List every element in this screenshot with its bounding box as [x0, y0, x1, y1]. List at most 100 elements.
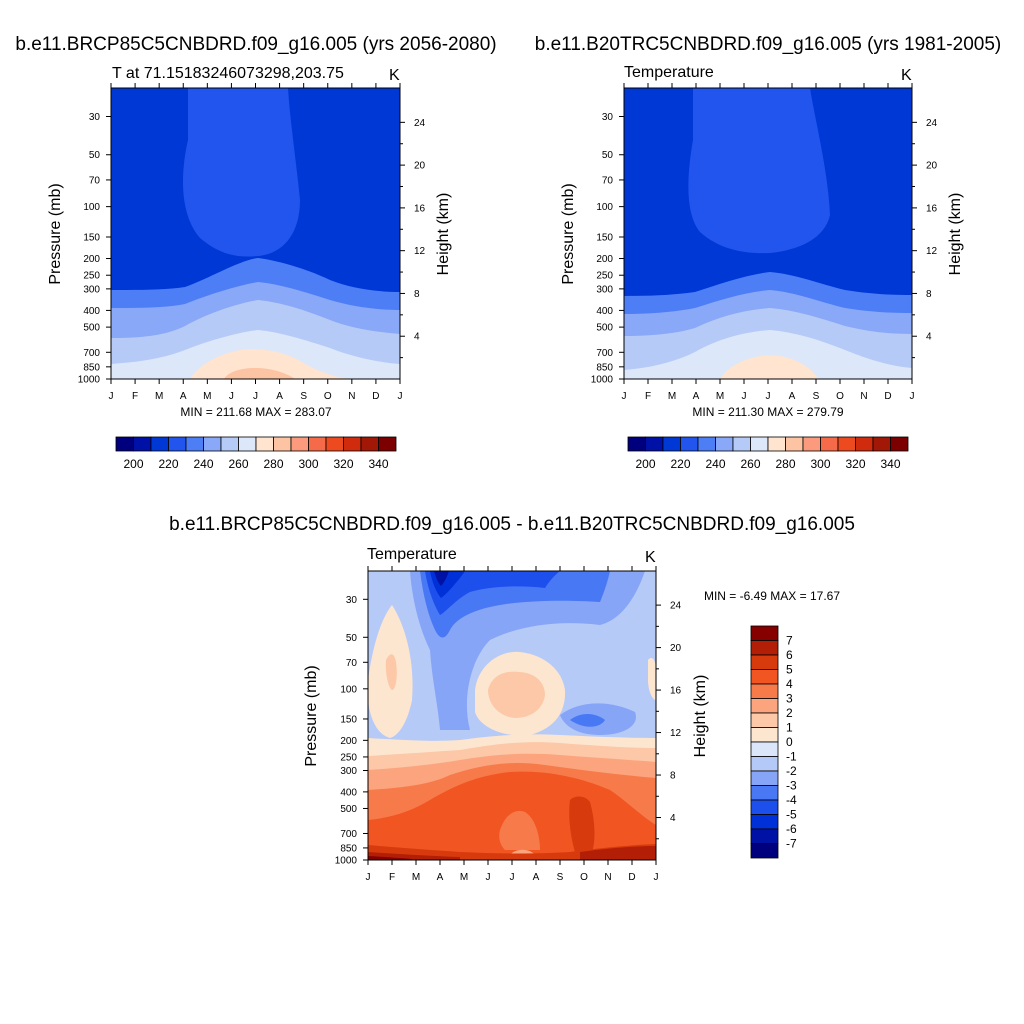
y-tick-label: 300 — [83, 284, 100, 295]
panel-b-title: b.e11.B20TRC5CNBDRD.f09_g16.005 (yrs 198… — [535, 34, 1001, 55]
y-tick-label: 70 — [346, 658, 358, 669]
y-tick-label: 50 — [346, 633, 358, 644]
colorbar-label: -5 — [786, 808, 797, 822]
panel-a-ylabel-right: Height (km) — [435, 193, 452, 276]
y-tick-label: 400 — [340, 787, 357, 798]
colorbar-label: 200 — [635, 457, 655, 471]
y-tick-label: 30 — [89, 112, 101, 123]
panel-a-colorbar: 200 220 240 260 280 300 320 340 — [115, 436, 397, 471]
colorbar-label: -7 — [786, 837, 797, 851]
colorbar-label: 280 — [775, 457, 795, 471]
x-tick-label: O — [580, 872, 588, 883]
colorbar-label: 340 — [880, 457, 900, 471]
height-tick-label: 8 — [670, 771, 676, 782]
colorbar-swatch — [627, 436, 646, 452]
y-tick-label: 50 — [602, 150, 614, 161]
y-tick-label: 70 — [602, 175, 614, 186]
y-tick-label: 850 — [596, 362, 613, 373]
x-tick-label: A — [789, 391, 796, 402]
x-tick-label: A — [180, 391, 187, 402]
y-tick-label: 300 — [596, 284, 613, 295]
panel-c-units: K — [645, 549, 656, 566]
panel-c-ylabel-right: Height (km) — [692, 675, 709, 758]
colorbar-swatch — [115, 436, 134, 452]
y-tick-label: 850 — [83, 362, 100, 373]
colorbar-label: 260 — [228, 457, 248, 471]
band-270-280 — [624, 330, 912, 379]
x-tick-label: J — [109, 391, 114, 402]
band-230-240 — [183, 88, 300, 257]
y-tick-label: 1000 — [591, 375, 614, 386]
colorbar-label: 340 — [368, 457, 388, 471]
colorbar-label: 2 — [786, 706, 793, 720]
x-tick-label: J — [742, 391, 747, 402]
band-1-2-left — [385, 654, 397, 690]
panel-a-ylabel: Pressure (mb) — [47, 183, 64, 284]
colorbar-label: 200 — [123, 457, 143, 471]
y-tick-label: 250 — [340, 752, 357, 763]
panel-b-subtitle: Temperature — [624, 64, 714, 81]
x-tick-label: S — [557, 872, 564, 883]
panel-c-subtitle: Temperature — [367, 546, 457, 563]
colorbar-swatch — [273, 436, 292, 452]
colorbar-label: 260 — [740, 457, 760, 471]
band-3-4-pocket — [499, 810, 540, 850]
height-tick-label: 12 — [414, 246, 426, 257]
colorbar-swatch — [645, 436, 664, 452]
panel-b-colorbar: 200 220 240 260 280 300 320 340 — [627, 436, 909, 471]
y-tick-label: 700 — [340, 829, 357, 840]
colorbar-label: 7 — [786, 634, 793, 648]
y-tick-label: 400 — [83, 306, 100, 317]
height-tick-label: 4 — [926, 332, 932, 343]
band-5-6 — [569, 796, 595, 852]
x-tick-label: J — [366, 872, 371, 883]
x-tick-label: N — [348, 391, 355, 402]
band-280-290 — [720, 355, 818, 379]
band-0-1-right — [648, 658, 656, 700]
colorbar-label: 6 — [786, 648, 793, 662]
colorbar-swatch — [890, 436, 909, 452]
colorbar-label: 1 — [786, 721, 793, 735]
x-tick-label: D — [372, 391, 379, 402]
band-1-2-center — [488, 671, 545, 718]
y-tick-label: 700 — [83, 348, 100, 359]
colorbar-label: 320 — [845, 457, 865, 471]
x-tick-label: J — [622, 391, 627, 402]
colorbar-swatch — [750, 683, 779, 699]
colorbar-label: 280 — [263, 457, 283, 471]
x-tick-label: J — [398, 391, 403, 402]
y-tick-label: 850 — [340, 843, 357, 854]
colorbar-swatch — [837, 436, 856, 452]
colorbar-label: 300 — [810, 457, 830, 471]
panel-c-minmax: MIN = -6.49 MAX = 17.67 — [704, 589, 840, 603]
panel-a-title: b.e11.BRCP85C5CNBDRD.f09_g16.005 (yrs 20… — [15, 34, 496, 55]
y-tick-label: 1000 — [78, 375, 101, 386]
colorbar-swatch — [697, 436, 716, 452]
height-tick-label: 4 — [414, 332, 420, 343]
colorbar-label: -6 — [786, 822, 797, 836]
colorbar-swatch — [767, 436, 786, 452]
band-6-7-right — [580, 846, 656, 860]
x-tick-label: J — [229, 391, 234, 402]
height-tick-label: 16 — [414, 203, 426, 214]
x-tick-label: M — [668, 391, 676, 402]
colorbar-swatch — [750, 756, 779, 772]
y-tick-label: 500 — [596, 323, 613, 334]
band-above-7 — [368, 856, 412, 860]
colorbar-label: -3 — [786, 779, 797, 793]
panel-b-axes: J F M A M J J A S O N D J 30 50 70 100 150 200 250 300 400 500… — [591, 83, 938, 402]
colorbar-swatch — [750, 436, 769, 452]
colorbar-swatch — [750, 843, 779, 859]
colorbar-swatch — [168, 436, 187, 452]
panel-c-ylabel: Pressure (mb) — [303, 665, 320, 766]
x-tick-label: J — [654, 872, 659, 883]
x-tick-label: J — [510, 872, 515, 883]
x-tick-label: M — [460, 872, 468, 883]
y-tick-label: 300 — [340, 766, 357, 777]
colorbar-swatch — [750, 712, 779, 728]
y-tick-label: 100 — [340, 684, 357, 695]
colorbar-label: 320 — [333, 457, 353, 471]
y-tick-label: 200 — [596, 254, 613, 265]
x-tick-label: O — [836, 391, 844, 402]
